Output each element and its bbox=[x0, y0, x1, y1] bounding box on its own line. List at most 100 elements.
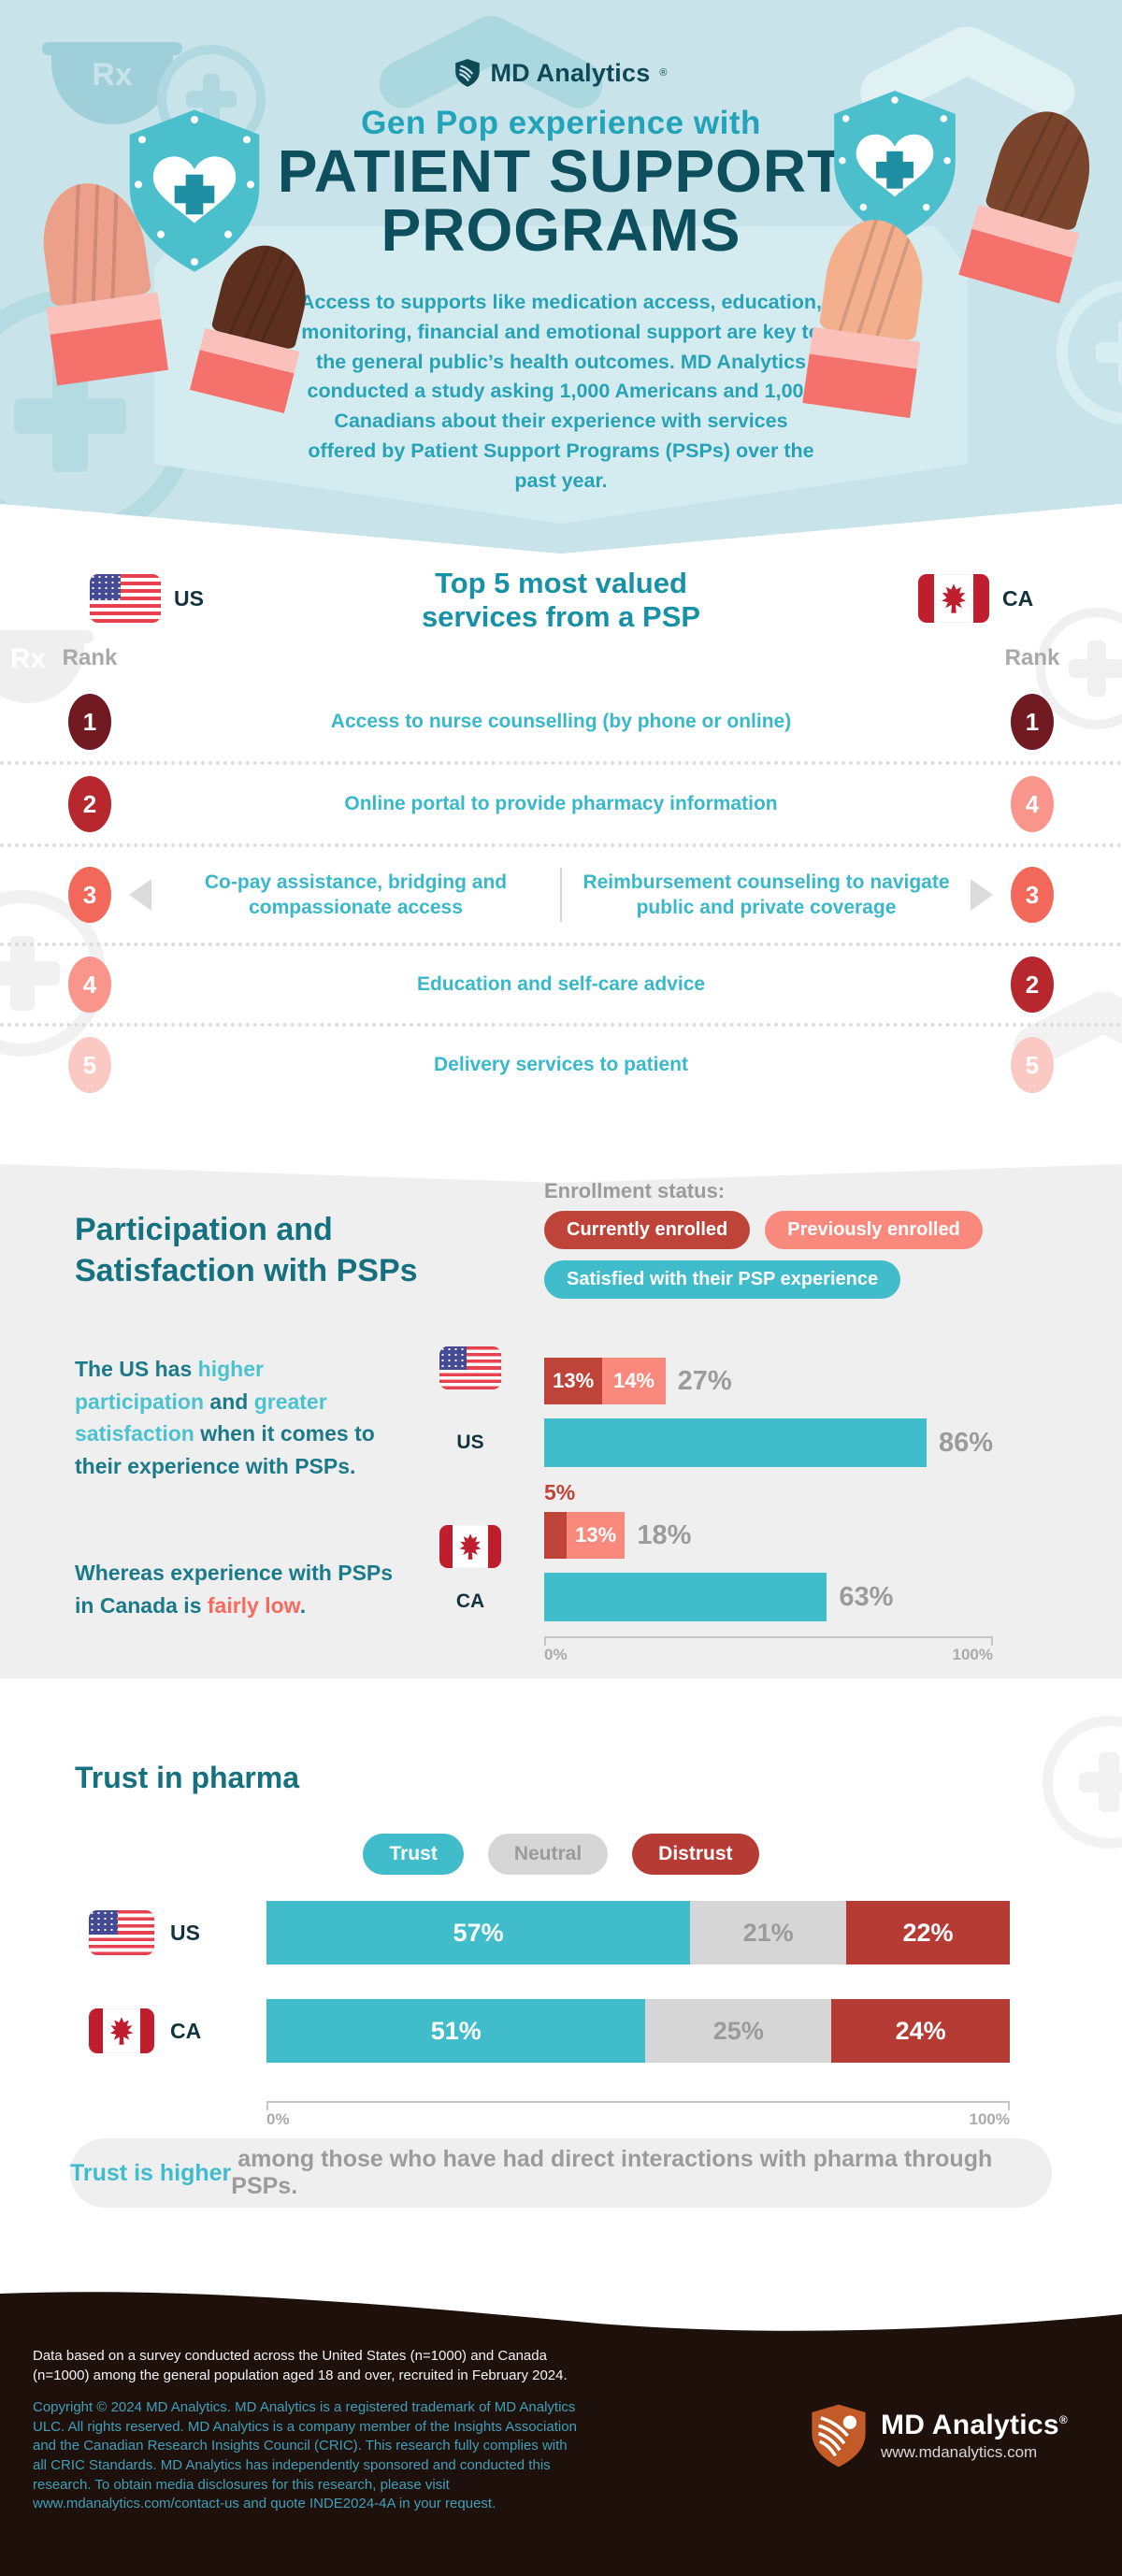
participation-heading: Participation and Satisfaction with PSPs bbox=[75, 1212, 418, 1289]
service-label: Online portal to provide pharmacy inform… bbox=[344, 793, 778, 815]
us-trust-segment: 57% bbox=[266, 1901, 691, 1964]
ca-currently-enrolled-label: 5% bbox=[544, 1480, 576, 1504]
canada-flag-icon bbox=[438, 1525, 503, 1568]
us-rank-badge: 4 bbox=[68, 957, 111, 1013]
us-currently-enrolled-segment: 13% bbox=[544, 1358, 603, 1404]
us-total-enrolled-label: 27% bbox=[677, 1365, 732, 1396]
us-previously-enrolled-segment: 14% bbox=[602, 1358, 666, 1404]
legend-satisfied: Satisfied with their PSP experience bbox=[544, 1260, 901, 1299]
legend-trust: Trust bbox=[363, 1834, 464, 1875]
participation-text-us: The US has higher participation and grea… bbox=[75, 1357, 375, 1478]
footer-website-url: www.mdanalytics.com bbox=[881, 2443, 1038, 2461]
heart-shield-icon bbox=[834, 90, 956, 243]
us-trust-bar: 57% 21% 22% bbox=[266, 1901, 1010, 1964]
rank-row-split: 3 Co-pay assistance, bridging and compas… bbox=[0, 843, 1122, 943]
ca-distrust-segment: 24% bbox=[831, 1999, 1010, 2063]
ca-satisfaction-bar: 63% bbox=[544, 1573, 993, 1621]
heart-shield-icon bbox=[129, 109, 260, 272]
ca-country-label: CA bbox=[918, 574, 1033, 623]
divider bbox=[560, 868, 562, 922]
medical-cross-circle-icon bbox=[1057, 281, 1122, 425]
axis-max-label: 100% bbox=[952, 1646, 993, 1663]
ca-rank-badge: 2 bbox=[1011, 957, 1054, 1013]
ca-category-label: CA bbox=[170, 2019, 202, 2043]
arrow-right-icon bbox=[971, 879, 993, 911]
trust-section: Trust in pharma Trust Neutral Distrust U… bbox=[0, 1678, 1122, 2284]
footer-brand-logo: MD Analytics® www.mdanalytics.com bbox=[810, 2402, 1068, 2469]
rank-row: 5 Delivery services to patient 5 bbox=[0, 1023, 1122, 1103]
us-satisfied-segment bbox=[544, 1418, 927, 1467]
brand-name: MD Analytics bbox=[490, 58, 651, 87]
x-axis: 0% 100% bbox=[544, 1636, 993, 1664]
page-title: PATIENT SUPPORT PROGRAMS bbox=[277, 137, 845, 264]
us-rank-badge: 1 bbox=[68, 694, 111, 750]
us-service-label: Co-pay assistance, bridging and compassi… bbox=[204, 871, 508, 918]
us-enrollment-bar: 13% 14% 27% bbox=[544, 1358, 993, 1404]
us-country-label: US bbox=[90, 574, 204, 623]
medical-cross-circle-icon bbox=[1043, 1716, 1122, 1849]
rank-labels: Rank Rank bbox=[62, 645, 1060, 670]
ca-trust-bar: 51% 25% 24% bbox=[266, 1999, 1010, 2063]
ca-rank-badge: 3 bbox=[1011, 867, 1054, 923]
ca-currently-enrolled-segment bbox=[544, 1512, 567, 1559]
service-label: Access to nurse counselling (by phone or… bbox=[330, 711, 792, 733]
canada-flag-icon bbox=[89, 2008, 154, 2053]
us-rank-badge: 5 bbox=[68, 1037, 111, 1093]
x-axis: 0% 100% bbox=[266, 2101, 1010, 2129]
ca-previously-enrolled-segment: 13% bbox=[567, 1512, 626, 1559]
service-label: Education and self-care advice bbox=[416, 973, 706, 996]
axis-max-label: 100% bbox=[969, 2110, 1010, 2128]
ca-rank-badge: 1 bbox=[1011, 694, 1054, 750]
ca-satisfied-label: 63% bbox=[839, 1581, 894, 1612]
rank-row: 4 Education and self-care advice 2 bbox=[0, 943, 1122, 1023]
us-flag-icon bbox=[438, 1346, 503, 1389]
legend-neutral: Neutral bbox=[487, 1834, 609, 1875]
methodology-note: Data based on a survey conducted across … bbox=[33, 2348, 568, 2383]
us-flag-icon bbox=[90, 574, 161, 623]
axis-min-label: 0% bbox=[544, 1646, 568, 1663]
satisfaction-legend: Satisfied with their PSP experience bbox=[544, 1260, 901, 1299]
copyright-text: Copyright © 2024 MD Analytics. MD Analyt… bbox=[33, 2399, 577, 2512]
legend-distrust: Distrust bbox=[632, 1834, 759, 1875]
rank-row: 1 Access to nurse counselling (by phone … bbox=[0, 683, 1122, 761]
us-satisfaction-bar: 86% bbox=[544, 1418, 993, 1467]
ca-rank-badge: 5 bbox=[1011, 1037, 1054, 1093]
trademark-symbol: ® bbox=[659, 67, 668, 79]
arrow-left-icon bbox=[129, 879, 151, 911]
enrollment-legend: Currently enrolled Previously enrolled bbox=[544, 1211, 983, 1249]
maple-leaf-icon bbox=[942, 583, 966, 613]
us-category-label: US bbox=[456, 1432, 484, 1453]
participation-text-ca: Whereas experience with PSPs in Canada i… bbox=[75, 1561, 394, 1618]
md-analytics-shield-icon bbox=[812, 2404, 866, 2468]
ca-trust-segment: 51% bbox=[266, 1999, 646, 2063]
intro-paragraph: Access to supports like medication acces… bbox=[299, 291, 822, 492]
legend-currently-enrolled: Currently enrolled bbox=[544, 1211, 751, 1249]
ca-service-label: Reimbursement counseling to navigate pub… bbox=[583, 871, 950, 918]
us-satisfied-label: 86% bbox=[938, 1427, 993, 1458]
canada-flag-icon bbox=[918, 574, 989, 623]
us-rank-badge: 2 bbox=[68, 776, 111, 832]
ca-category-label: CA bbox=[455, 1590, 485, 1612]
brand-logo: MD Analytics ® bbox=[0, 58, 1122, 88]
legend-title: Enrollment status: bbox=[544, 1179, 726, 1202]
medical-cross-circle-icon bbox=[1036, 608, 1122, 729]
footer: Data based on a survey conducted across … bbox=[0, 2284, 1122, 2576]
trust-heading: Trust in pharma bbox=[75, 1761, 300, 1794]
hero-section: Rx MD Analytics ® Gen Pop experience wit… bbox=[0, 0, 1122, 554]
subtitle: Gen Pop experience with bbox=[361, 105, 761, 141]
ca-total-enrolled-label: 18% bbox=[637, 1519, 692, 1550]
us-distrust-segment: 22% bbox=[846, 1901, 1010, 1964]
ca-satisfied-segment bbox=[544, 1573, 827, 1621]
footer-curve bbox=[0, 2292, 1122, 2342]
participation-section: Participation and Satisfaction with PSPs … bbox=[0, 1164, 1122, 1678]
ca-neutral-segment: 25% bbox=[645, 1999, 832, 2063]
us-flag-icon bbox=[89, 1910, 154, 1955]
us-category-label: US bbox=[170, 1921, 200, 1945]
trust-legend: Trust Neutral Distrust bbox=[0, 1834, 1122, 1875]
top5-title: Top 5 most valued services from a PSP bbox=[421, 567, 701, 633]
ranked-services-list: 1 Access to nurse counselling (by phone … bbox=[0, 683, 1122, 1103]
legend-previously-enrolled: Previously enrolled bbox=[765, 1211, 983, 1249]
ca-rank-badge: 4 bbox=[1011, 776, 1054, 832]
trust-insight-banner: Trust is higher among those who have had… bbox=[70, 2138, 1052, 2208]
